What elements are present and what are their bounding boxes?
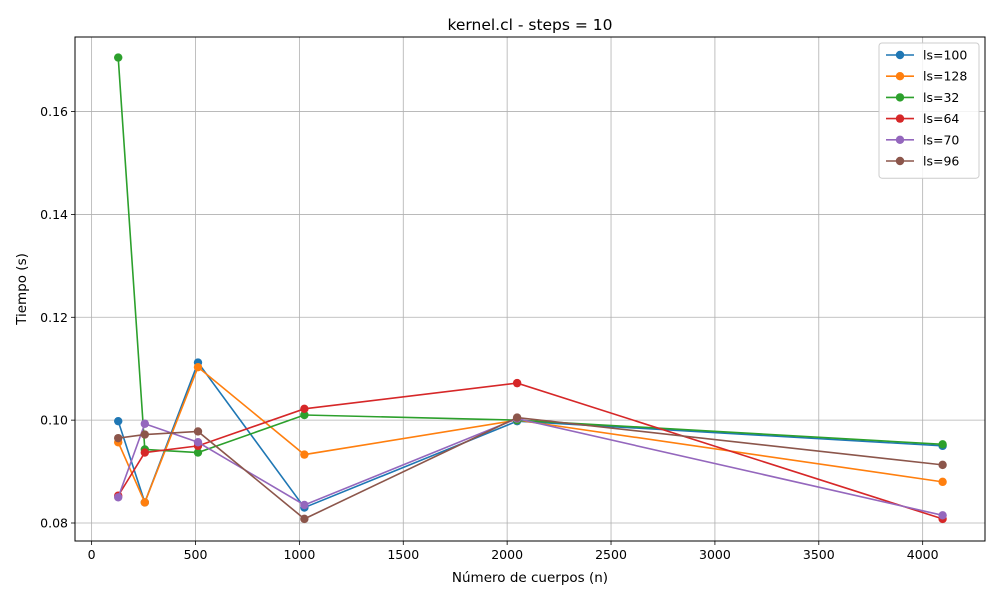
data-point xyxy=(193,438,203,447)
x-tick-label: 2000 xyxy=(491,547,523,562)
data-point xyxy=(140,498,150,507)
y-tick-label: 0.12 xyxy=(40,310,68,325)
x-tick-label: 0 xyxy=(88,547,96,562)
data-point xyxy=(193,427,203,436)
series-line xyxy=(117,417,943,517)
x-tick-label: 3000 xyxy=(699,547,731,562)
data-point xyxy=(140,448,150,457)
legend-marker xyxy=(895,93,905,102)
data-point xyxy=(193,448,203,457)
legend-item: ls=100 xyxy=(886,48,967,63)
data-point xyxy=(114,53,123,62)
data-point xyxy=(300,410,309,420)
legend-label: ls=64 xyxy=(923,111,959,126)
series-line xyxy=(117,382,943,520)
legend-item: ls=96 xyxy=(886,154,959,169)
plot-frame xyxy=(74,36,986,542)
series-line xyxy=(117,57,943,454)
series-ls-96 xyxy=(114,413,947,524)
legend-marker xyxy=(895,50,905,60)
data-point xyxy=(938,477,947,487)
data-point xyxy=(300,514,309,524)
y-tick-label: 0.16 xyxy=(40,104,68,119)
x-axis-label: Número de cuerpos (n) xyxy=(452,570,608,586)
legend-marker xyxy=(895,156,905,166)
y-tick-label: 0.14 xyxy=(40,207,68,222)
x-tick-label: 500 xyxy=(184,547,208,562)
x-tick-label: 1000 xyxy=(283,547,315,562)
legend-marker xyxy=(895,72,905,81)
gridlines xyxy=(75,37,985,541)
chart-title: kernel.cl - steps = 10 xyxy=(447,16,612,34)
legend: ls=100 ls=128 ls=32 ls=64 ls=70 ls=96 xyxy=(878,42,980,179)
data-point xyxy=(114,433,123,443)
legend-marker xyxy=(895,114,905,123)
data-point xyxy=(140,430,150,439)
series-layer xyxy=(114,53,947,524)
data-point xyxy=(512,413,522,422)
data-point xyxy=(114,493,123,502)
legend-item: ls=128 xyxy=(886,69,967,84)
legend-label: ls=70 xyxy=(923,132,959,147)
series-line xyxy=(118,416,943,520)
legend-item: ls=32 xyxy=(886,90,959,105)
data-point xyxy=(300,450,309,459)
data-point xyxy=(114,416,123,426)
y-tick-label: 0.10 xyxy=(40,413,68,428)
legend-label: ls=96 xyxy=(923,154,959,169)
data-point xyxy=(938,440,947,449)
series-line xyxy=(117,365,943,505)
data-point xyxy=(938,460,947,470)
legend-item: ls=70 xyxy=(886,132,959,147)
x-axis: 0 500 1000 1500 2000 2500 3000 3500 4000 xyxy=(88,541,939,562)
x-tick-label: 3500 xyxy=(803,547,835,562)
data-point xyxy=(140,419,150,428)
legend-item: ls=64 xyxy=(886,111,959,126)
legend-marker xyxy=(895,135,905,144)
x-tick-label: 1500 xyxy=(387,547,419,562)
y-axis-label: Tiempo (s) xyxy=(14,253,30,326)
x-tick-label: 2500 xyxy=(595,547,627,562)
data-point xyxy=(938,511,947,520)
y-axis: 0.08 0.10 0.12 0.14 0.16 xyxy=(40,104,75,531)
legend-label: ls=128 xyxy=(923,69,967,84)
series-ls-70 xyxy=(114,414,947,520)
data-point xyxy=(300,404,309,414)
data-point xyxy=(512,378,522,388)
legend-label: ls=32 xyxy=(923,90,959,105)
y-tick-label: 0.08 xyxy=(40,516,68,531)
x-tick-label: 4000 xyxy=(907,547,939,562)
data-point xyxy=(300,500,309,510)
data-point xyxy=(193,362,203,372)
legend-label: ls=100 xyxy=(923,48,967,63)
